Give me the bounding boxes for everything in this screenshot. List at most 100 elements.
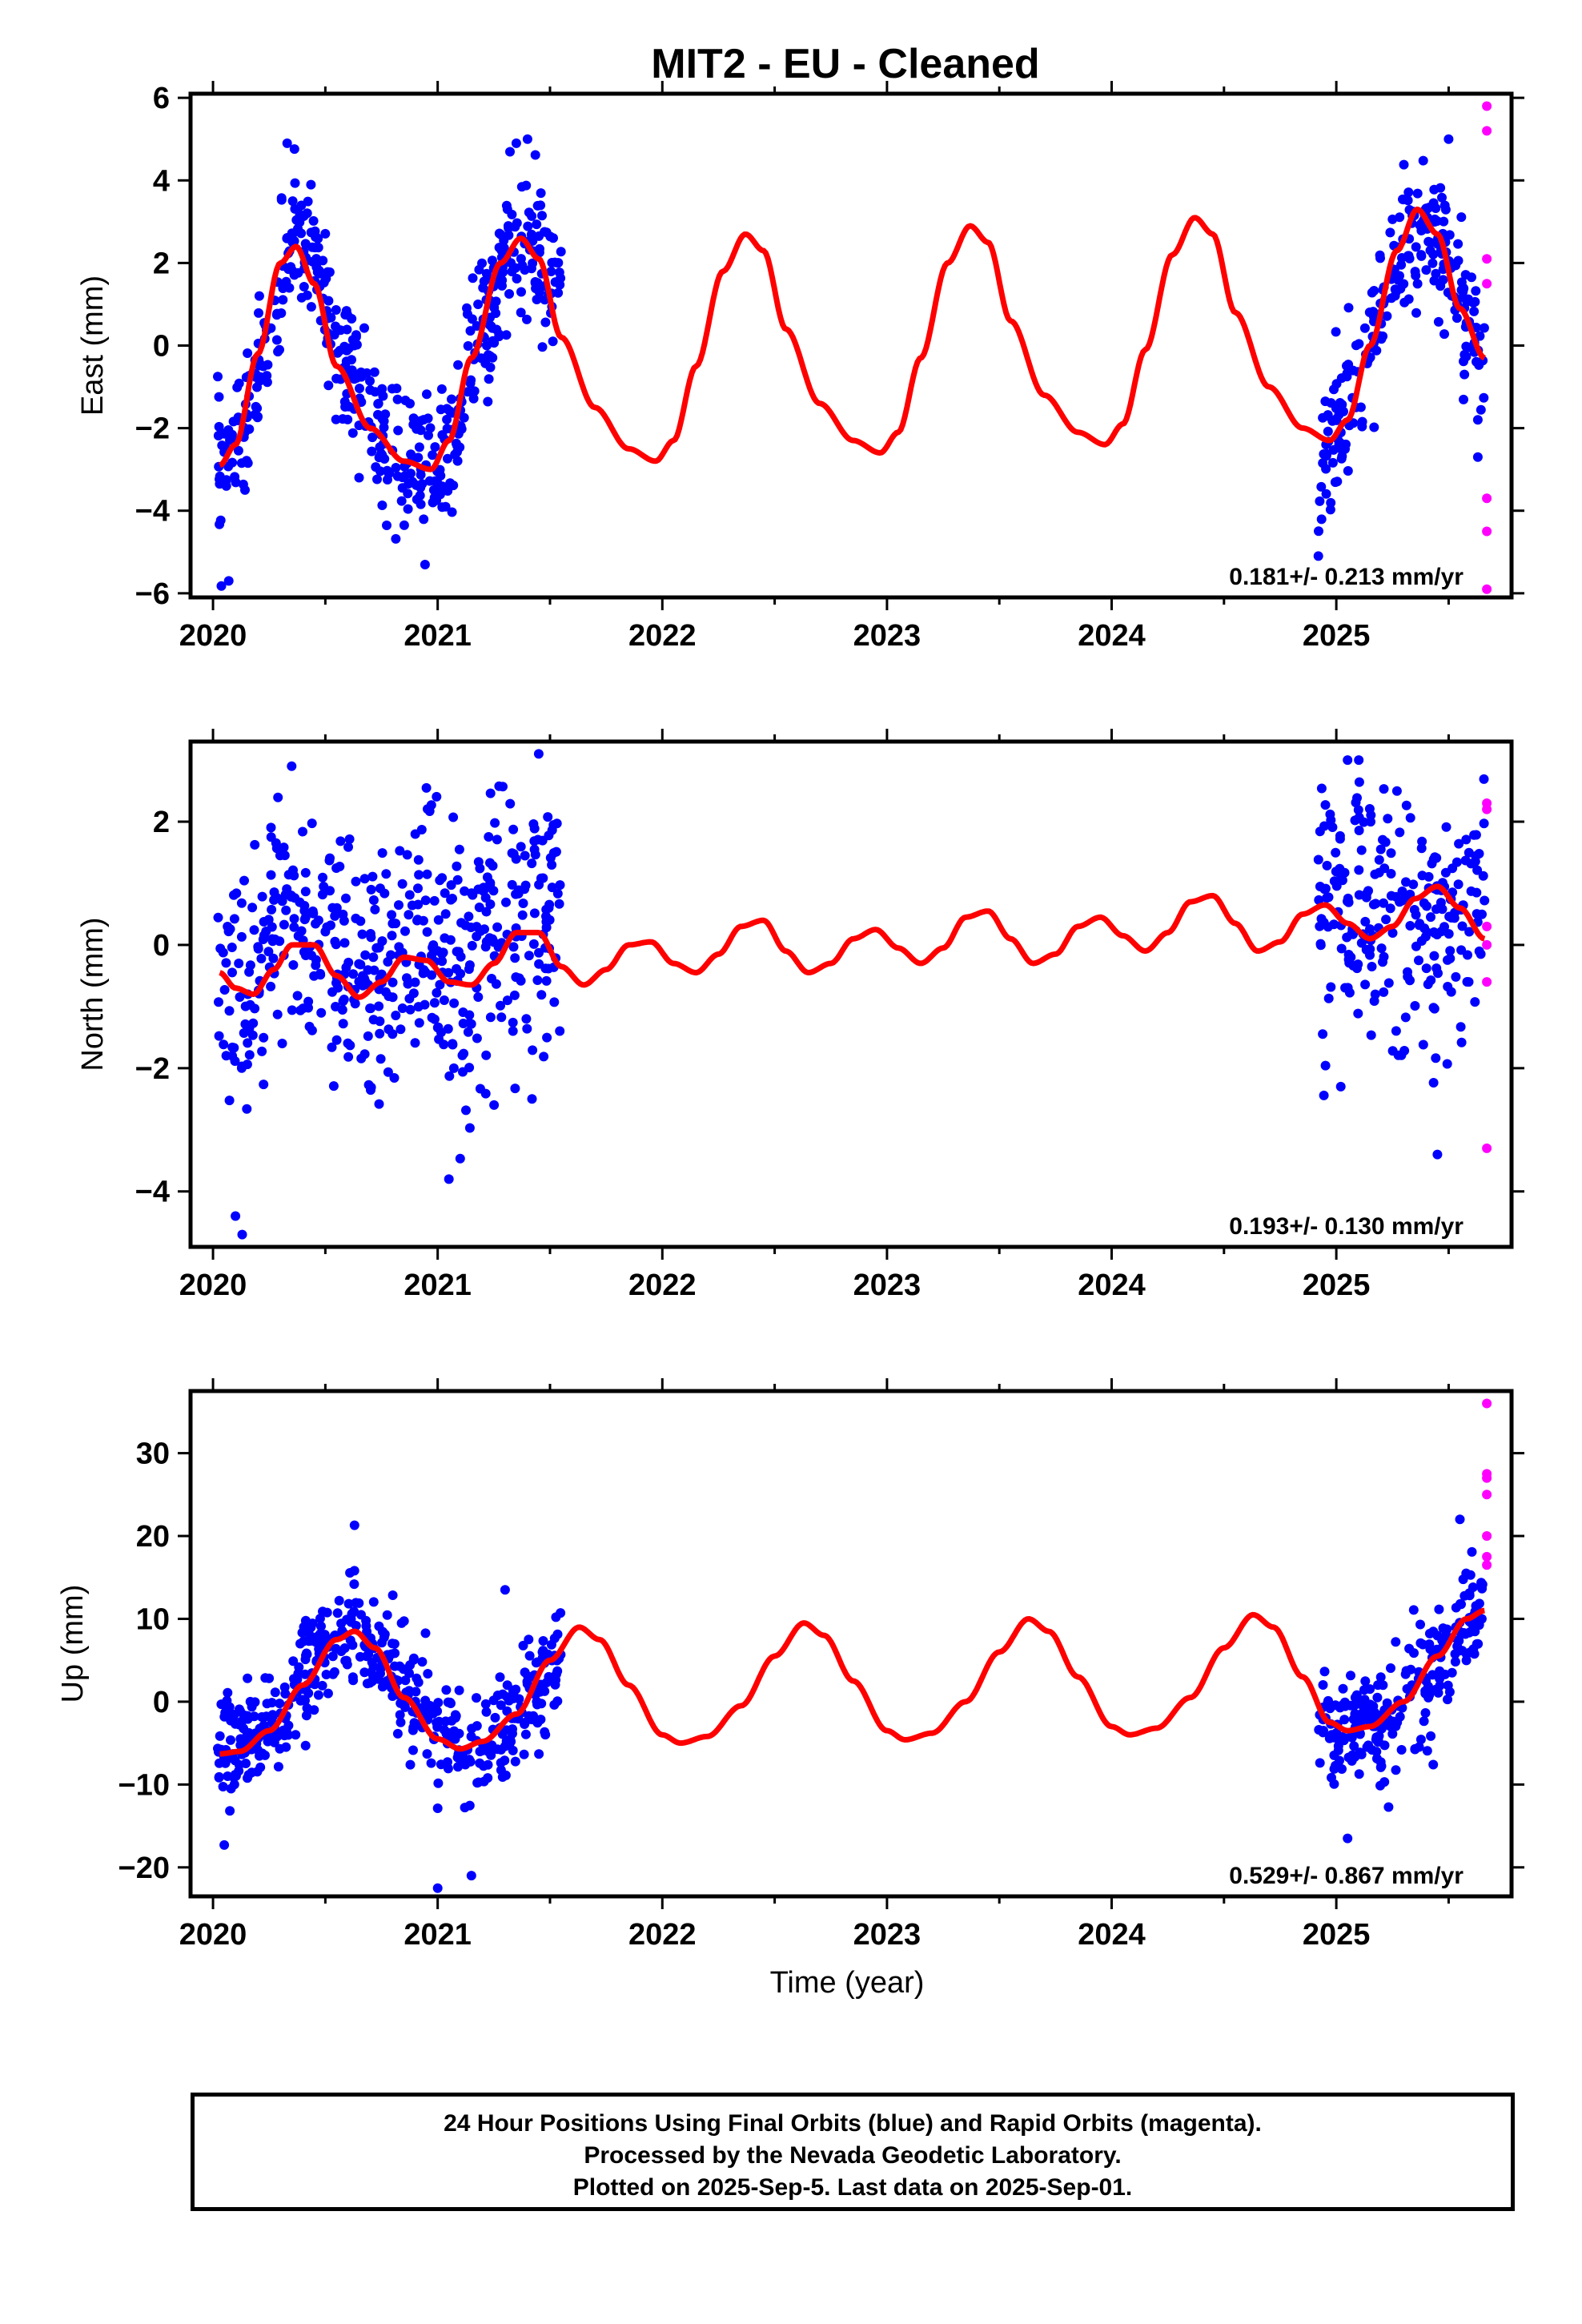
final-orbit-point — [319, 882, 329, 891]
final-orbit-point — [537, 835, 548, 846]
final-orbit-point — [500, 1755, 510, 1766]
final-orbit-point — [408, 1723, 419, 1733]
final-orbit-point — [467, 940, 477, 951]
final-orbit-point — [379, 416, 389, 426]
final-orbit-point — [1328, 444, 1339, 455]
final-orbit-point — [349, 1520, 359, 1530]
final-orbit-point — [243, 1673, 253, 1683]
final-orbit-point — [306, 302, 316, 312]
final-orbit-point — [367, 871, 378, 882]
final-orbit-point — [372, 474, 382, 485]
final-orbit-point — [391, 463, 401, 472]
final-orbit-point — [403, 489, 413, 499]
final-orbit-point — [341, 1655, 351, 1666]
final-orbit-point — [1321, 489, 1331, 499]
model-fit-line — [219, 1607, 1486, 1757]
plot-area — [213, 101, 1492, 594]
final-orbit-point — [419, 415, 429, 425]
final-orbit-point — [240, 485, 250, 495]
final-orbit-point — [480, 1699, 491, 1709]
final-orbit-point — [414, 1018, 424, 1028]
final-orbit-point — [490, 1712, 500, 1723]
final-orbit-point — [1455, 1514, 1465, 1525]
final-orbit-point — [1316, 514, 1327, 525]
chart-title: MIT2 - EU - Cleaned — [651, 41, 1039, 87]
final-orbit-point — [451, 438, 461, 448]
final-orbit-point — [387, 1029, 398, 1039]
final-orbit-point — [437, 956, 448, 967]
final-orbit-point — [1361, 1711, 1371, 1721]
final-orbit-point — [300, 1669, 311, 1679]
final-orbit-point — [244, 424, 255, 434]
x-tick-label: 2022 — [628, 1918, 697, 1952]
final-orbit-point — [1314, 1725, 1324, 1735]
final-orbit-point — [395, 846, 405, 856]
final-orbit-point — [1429, 217, 1439, 227]
x-tick-label: 2024 — [1078, 619, 1146, 653]
rapid-orbit-point — [1482, 1531, 1492, 1541]
final-orbit-point — [554, 267, 564, 278]
final-orbit-point — [1369, 286, 1379, 296]
final-orbit-point — [347, 1640, 358, 1651]
x-tick-label: 2021 — [404, 619, 472, 653]
final-orbit-point — [244, 967, 255, 977]
final-orbit-point — [408, 1745, 418, 1755]
final-orbit-point — [379, 888, 390, 899]
final-orbit-point — [527, 858, 537, 869]
final-orbit-point — [245, 999, 255, 1010]
final-orbit-point — [452, 447, 462, 457]
final-orbit-point — [1475, 331, 1485, 341]
final-orbit-point — [1439, 922, 1449, 932]
final-orbit-point — [298, 1003, 308, 1014]
final-orbit-point — [347, 1672, 358, 1683]
final-orbit-point — [286, 891, 296, 902]
final-orbit-point — [361, 1651, 371, 1662]
final-orbit-point — [530, 150, 540, 160]
final-orbit-point — [1318, 458, 1328, 468]
final-orbit-point — [432, 1883, 443, 1893]
final-orbit-point — [457, 1050, 468, 1060]
final-orbit-point — [1454, 1646, 1464, 1656]
final-orbit-point — [368, 1597, 379, 1607]
final-orbit-point — [509, 990, 520, 1000]
final-orbit-point — [548, 336, 558, 347]
final-orbit-point — [298, 826, 307, 837]
final-orbit-point — [396, 1024, 406, 1035]
final-orbit-point — [273, 792, 283, 802]
final-orbit-point — [1343, 983, 1353, 993]
final-orbit-point — [341, 306, 351, 316]
final-orbit-point — [426, 800, 436, 810]
final-orbit-point — [1335, 1081, 1346, 1092]
final-orbit-point — [254, 308, 263, 318]
final-orbit-point — [338, 996, 348, 1007]
final-orbit-point — [331, 321, 340, 332]
final-orbit-point — [1343, 303, 1354, 313]
final-orbit-point — [529, 836, 540, 846]
final-orbit-point — [1416, 251, 1427, 261]
final-orbit-point — [241, 1759, 251, 1768]
final-orbit-point — [551, 846, 561, 857]
final-orbit-point — [1368, 899, 1379, 910]
final-orbit-point — [226, 1735, 235, 1745]
final-orbit-point — [215, 515, 226, 525]
final-orbit-point — [1411, 271, 1421, 281]
final-orbit-point — [420, 1695, 431, 1706]
final-orbit-point — [1381, 915, 1391, 925]
final-orbit-point — [289, 270, 299, 280]
final-orbit-point — [1441, 822, 1452, 832]
final-orbit-point — [1417, 836, 1427, 846]
final-orbit-point — [405, 1759, 416, 1770]
final-orbit-point — [1467, 1546, 1477, 1557]
final-orbit-point — [395, 1710, 405, 1720]
final-orbit-point — [529, 908, 540, 919]
final-orbit-point — [499, 235, 509, 246]
x-tick-label: 2025 — [1303, 1269, 1371, 1302]
final-orbit-point — [331, 1643, 341, 1654]
final-orbit-point — [522, 314, 532, 324]
final-orbit-point — [1472, 909, 1482, 919]
final-orbit-point — [373, 398, 383, 408]
final-orbit-point — [1429, 1003, 1439, 1014]
final-orbit-point — [1323, 411, 1333, 421]
final-orbit-point — [216, 1699, 227, 1710]
final-orbit-point — [432, 1023, 443, 1033]
